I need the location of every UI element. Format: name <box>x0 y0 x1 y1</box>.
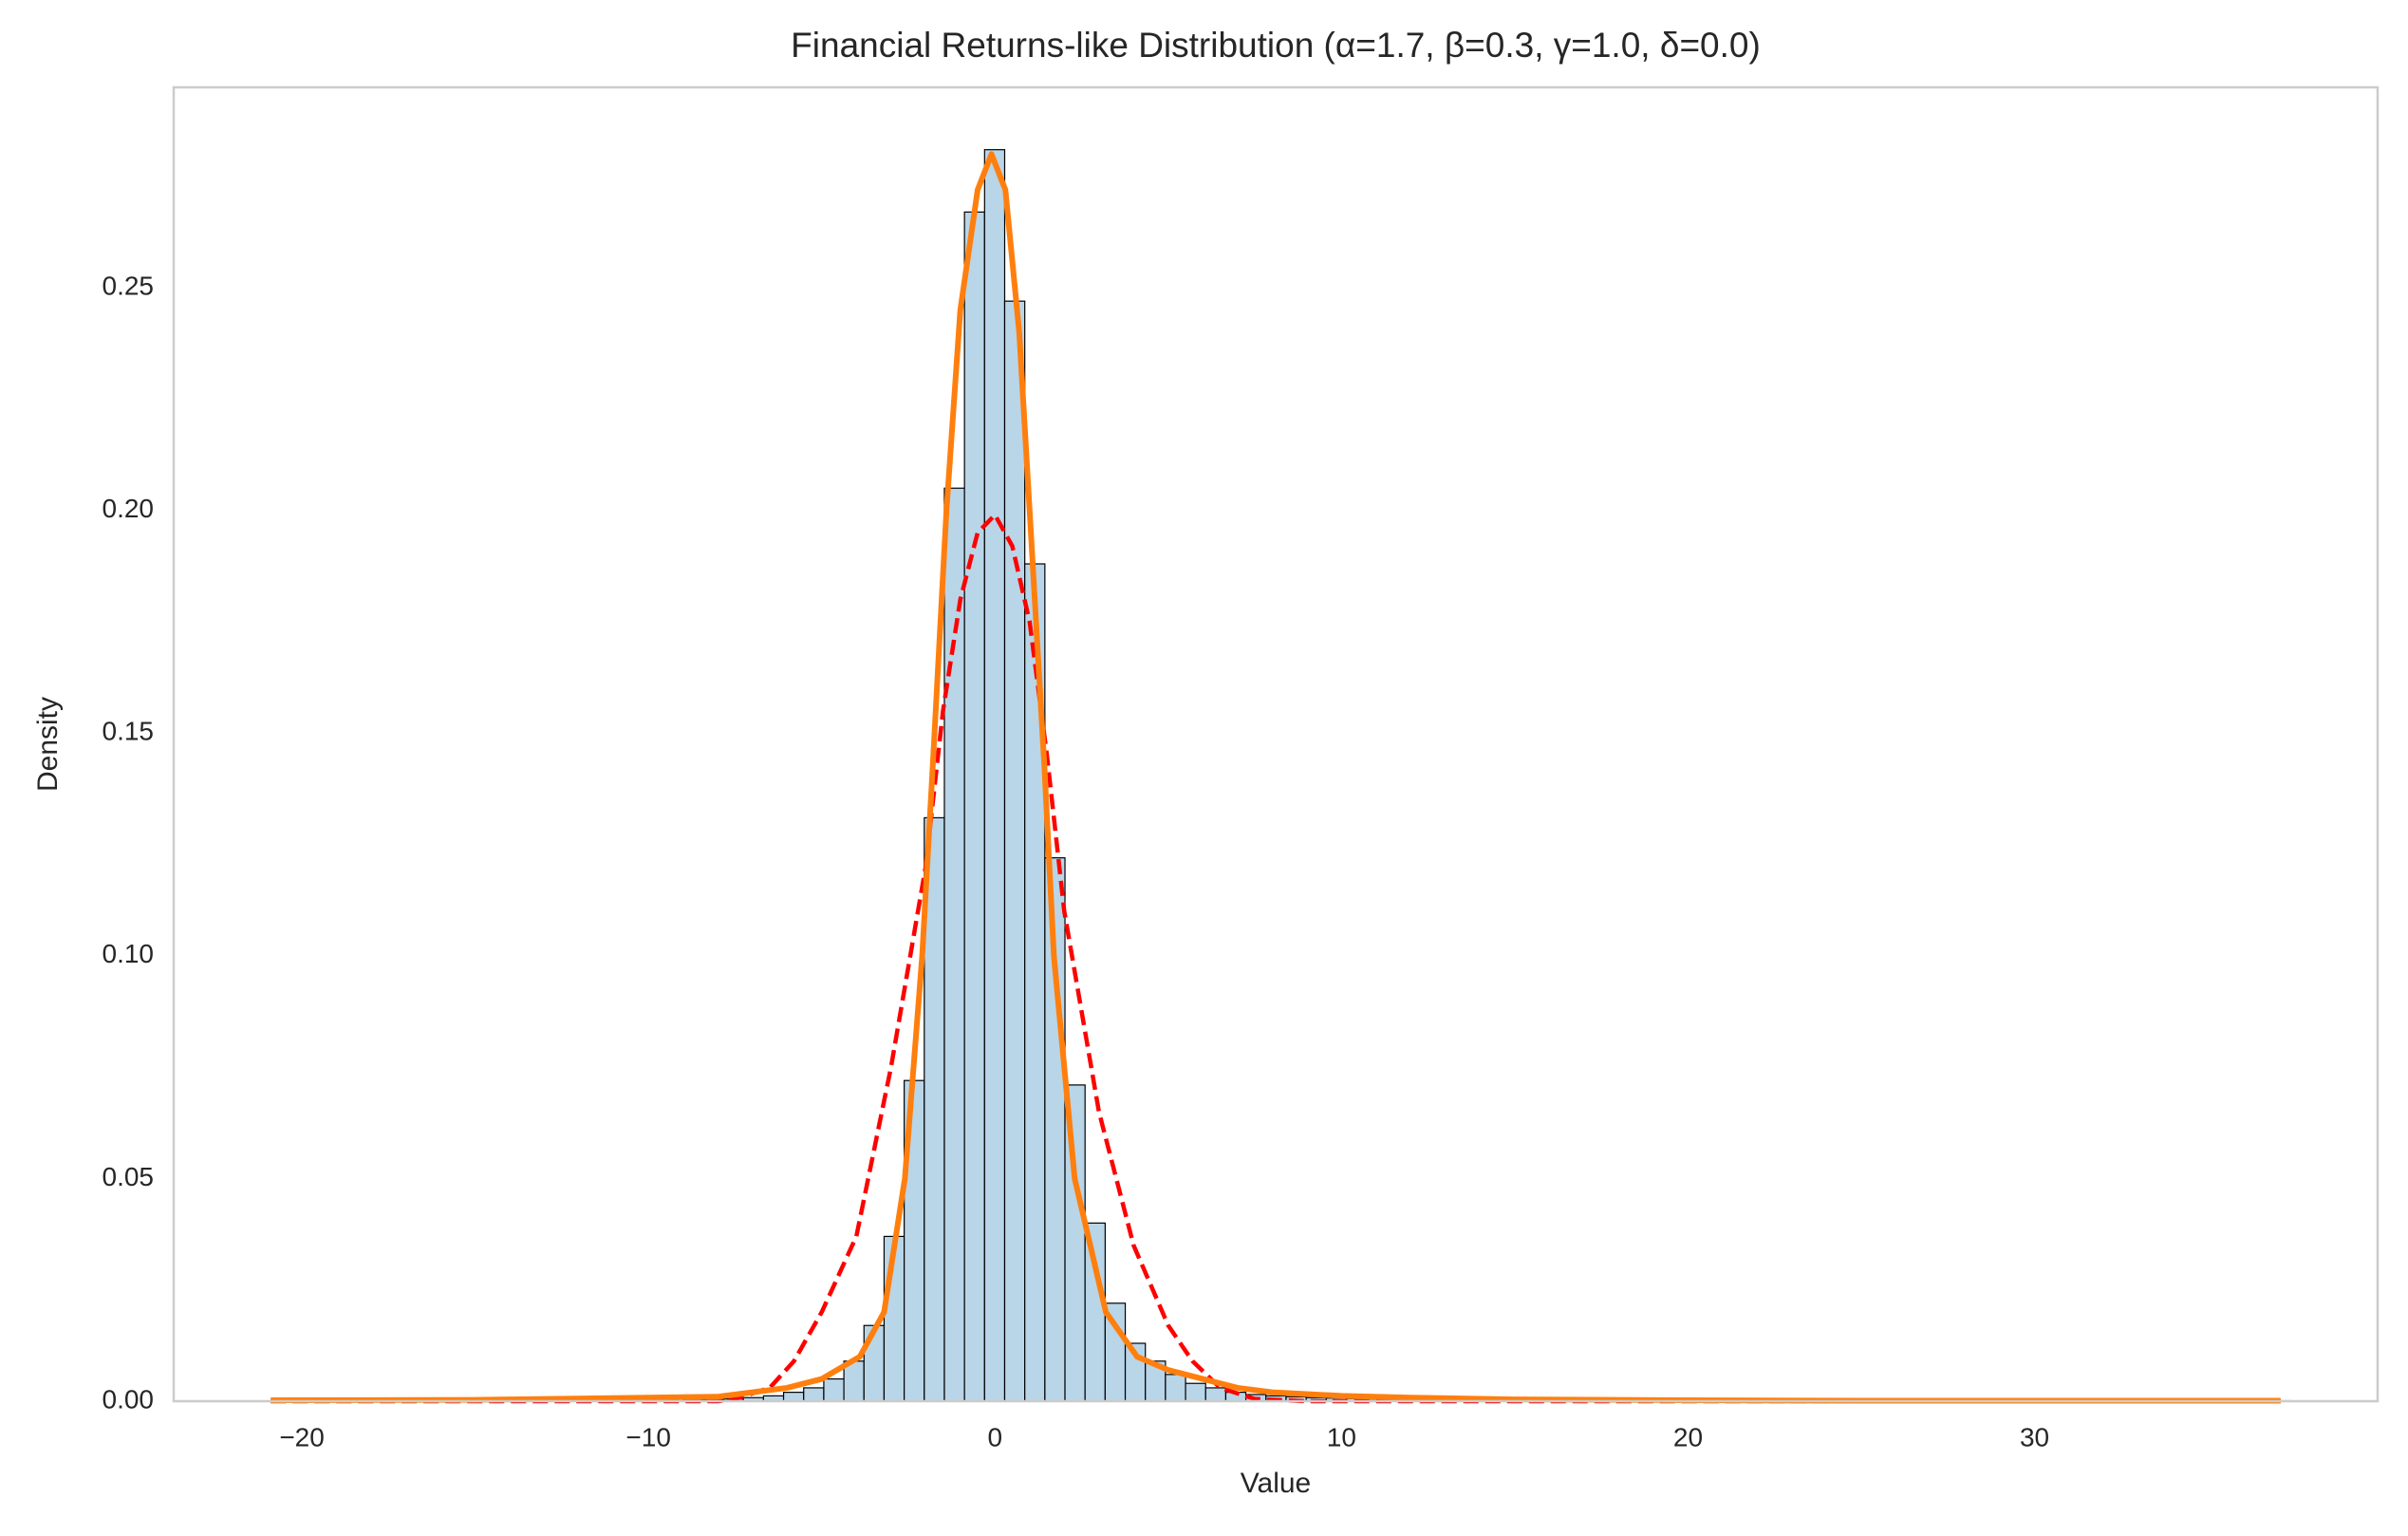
y-tick-label: 0.25 <box>103 272 155 301</box>
y-axis-label: Density <box>32 697 64 792</box>
y-tick-label: 0.00 <box>103 1384 155 1414</box>
histogram-bar <box>983 149 1006 1402</box>
x-tick-label: −10 <box>625 1422 671 1452</box>
x-tick-label: 30 <box>2020 1422 2049 1452</box>
histogram-bar <box>1185 1382 1206 1402</box>
density-line <box>271 513 2281 1404</box>
y-tick-label: 0.20 <box>103 494 155 523</box>
histogram-bar <box>1084 1222 1106 1402</box>
y-tick-label: 0.05 <box>103 1162 155 1191</box>
x-axis-label: Value <box>1241 1468 1312 1499</box>
x-tick-label: 20 <box>1673 1422 1703 1452</box>
plot-frame <box>172 85 2380 1403</box>
density-line <box>271 151 2281 1404</box>
histogram-bar <box>823 1377 845 1402</box>
histogram-bar <box>803 1387 825 1402</box>
chart-title: Financial Returns-like Distribution (α=1… <box>791 26 1761 65</box>
x-tick-label: 10 <box>1327 1422 1356 1452</box>
y-tick-label: 0.15 <box>103 717 155 746</box>
histogram-bar <box>1204 1387 1227 1402</box>
histogram-bar <box>1003 300 1026 1402</box>
x-tick-label: 0 <box>987 1422 1002 1452</box>
histogram-bar <box>1165 1374 1186 1402</box>
y-tick-label: 0.10 <box>103 939 155 968</box>
histogram-bar <box>963 211 985 1402</box>
histogram-bar <box>782 1392 805 1402</box>
x-tick-label: −20 <box>279 1422 325 1452</box>
histogram-bar <box>863 1324 886 1402</box>
